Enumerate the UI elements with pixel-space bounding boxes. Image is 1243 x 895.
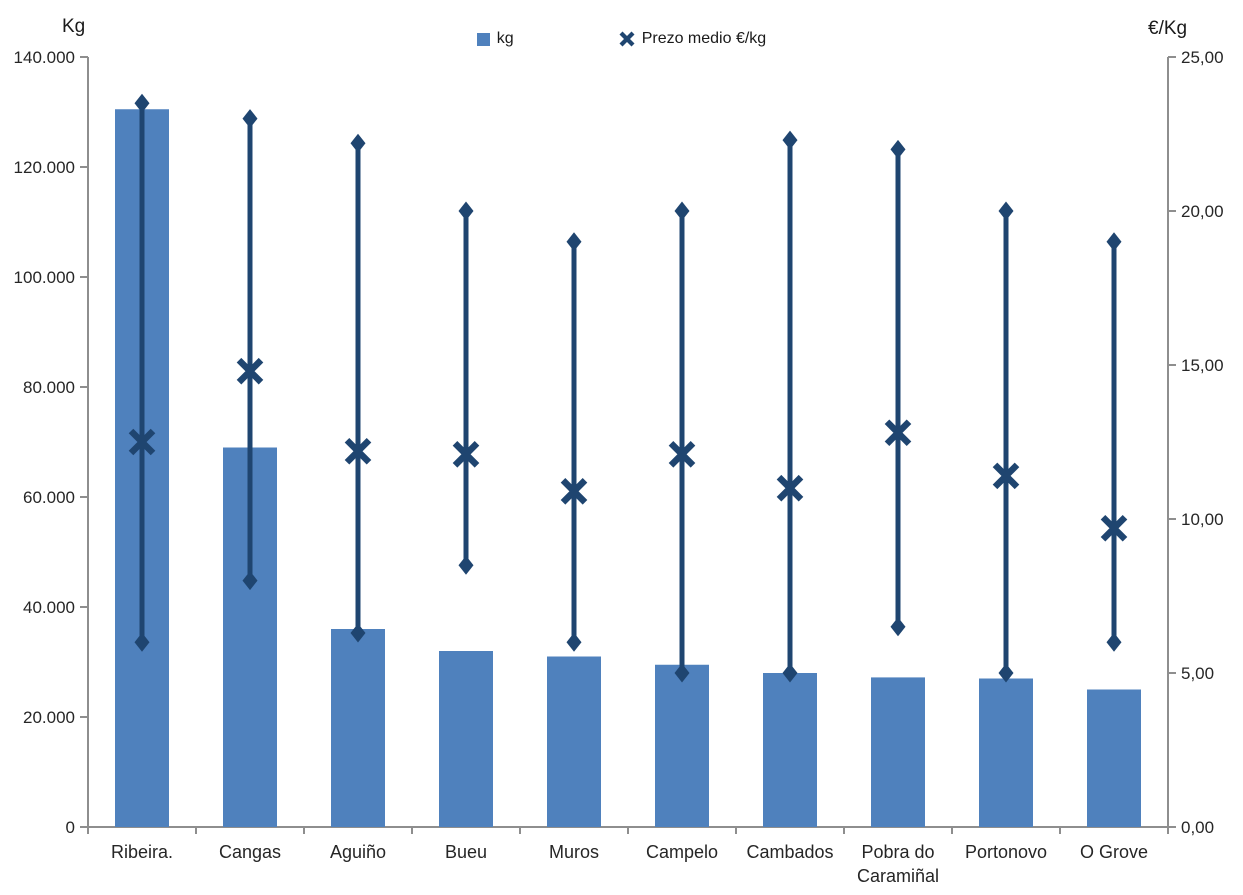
price-avg-x-marker bbox=[128, 428, 156, 456]
bar bbox=[331, 629, 385, 827]
category-label: Pobra do Caramiñal bbox=[857, 842, 939, 886]
price-min-diamond-marker bbox=[134, 632, 150, 652]
bar bbox=[655, 664, 709, 827]
price-min-diamond-marker bbox=[890, 617, 906, 637]
price-avg-x-marker bbox=[992, 462, 1020, 490]
left-axis-tick-label: 140.000 bbox=[14, 48, 75, 67]
legend-label-kg: kg bbox=[496, 30, 514, 47]
price-avg-x-marker bbox=[884, 419, 912, 447]
category-label: Bueu bbox=[445, 842, 487, 862]
price-avg-x-marker bbox=[1100, 514, 1128, 542]
legend-item-prezo-medio: Prezo medio €/kg bbox=[619, 30, 767, 48]
category-label: Aguiño bbox=[330, 842, 386, 862]
category-label: Campelo bbox=[646, 842, 718, 862]
left-axis-tick-label: 100.000 bbox=[14, 268, 75, 287]
price-min-diamond-marker bbox=[998, 663, 1014, 683]
price-min-diamond-marker bbox=[566, 632, 582, 652]
price-min-diamond-marker bbox=[350, 623, 366, 643]
price-max-diamond-marker bbox=[566, 232, 582, 252]
right-axis-tick-label: 20,00 bbox=[1181, 202, 1224, 221]
bar bbox=[871, 677, 925, 827]
left-axis-tick-label: 40.000 bbox=[23, 598, 75, 617]
left-axis-title: Kg bbox=[62, 16, 86, 37]
price-min-diamond-marker bbox=[458, 555, 474, 575]
x-marker-icon bbox=[619, 31, 635, 47]
bar-series-swatch-icon bbox=[476, 32, 490, 46]
price-min-diamond-marker bbox=[242, 571, 258, 591]
category-label: Cambados bbox=[746, 842, 833, 862]
category-label: Ribeira. bbox=[111, 842, 173, 862]
right-axis-tick-label: 5,00 bbox=[1181, 664, 1214, 683]
left-axis-tick-label: 0 bbox=[66, 818, 75, 837]
price-max-diamond-marker bbox=[242, 109, 258, 129]
category-label: Cangas bbox=[219, 842, 281, 862]
right-axis-title: €/Kg bbox=[1148, 18, 1188, 39]
price-avg-x-marker bbox=[236, 357, 264, 385]
price-avg-x-marker bbox=[668, 441, 696, 468]
right-axis-tick-label: 10,00 bbox=[1181, 510, 1224, 529]
price-max-diamond-marker bbox=[1106, 232, 1122, 252]
price-max-diamond-marker bbox=[674, 201, 690, 221]
price-min-diamond-marker bbox=[1106, 632, 1122, 652]
left-axis-tick-label: 20.000 bbox=[23, 708, 75, 727]
price-avg-x-marker bbox=[452, 441, 480, 468]
category-label: O Grove bbox=[1080, 842, 1148, 862]
price-max-diamond-marker bbox=[998, 201, 1014, 221]
bar bbox=[1087, 689, 1141, 827]
price-max-diamond-marker bbox=[134, 93, 150, 113]
bar bbox=[979, 678, 1033, 827]
price-max-diamond-marker bbox=[782, 130, 798, 150]
price-avg-x-marker bbox=[560, 477, 588, 505]
left-axis-tick-label: 60.000 bbox=[23, 488, 75, 507]
legend-label-prezo-medio: Prezo medio €/kg bbox=[641, 30, 767, 47]
price-max-diamond-marker bbox=[458, 201, 474, 221]
right-axis-tick-label: 15,00 bbox=[1181, 356, 1224, 375]
price-min-diamond-marker bbox=[674, 663, 690, 683]
price-avg-x-marker bbox=[344, 437, 372, 465]
price-avg-x-marker bbox=[776, 474, 804, 502]
left-axis-tick-label: 120.000 bbox=[14, 158, 75, 177]
bar bbox=[763, 673, 817, 827]
bar bbox=[547, 656, 601, 827]
price-max-diamond-marker bbox=[350, 133, 366, 153]
right-axis-tick-label: 25,00 bbox=[1181, 48, 1224, 67]
price-max-diamond-marker bbox=[890, 139, 906, 159]
left-axis-tick-label: 80.000 bbox=[23, 378, 75, 397]
bar bbox=[439, 651, 493, 827]
right-axis-tick-label: 0,00 bbox=[1181, 818, 1214, 837]
category-label: Muros bbox=[549, 842, 599, 862]
category-label: Portonovo bbox=[965, 842, 1047, 862]
price-min-diamond-marker bbox=[782, 663, 798, 683]
legend-item-kg: kg bbox=[476, 30, 514, 48]
legend: kg Prezo medio €/kg bbox=[0, 30, 1243, 48]
